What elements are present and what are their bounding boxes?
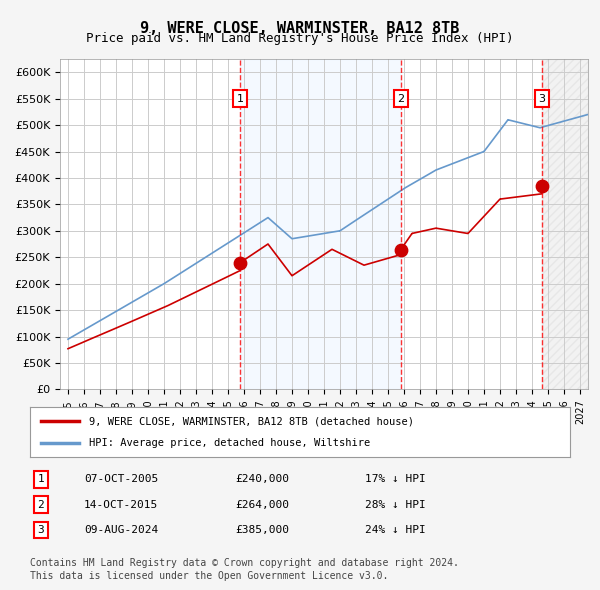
Text: £264,000: £264,000 — [235, 500, 289, 510]
Text: 9, WERE CLOSE, WARMINSTER, BA12 8TB: 9, WERE CLOSE, WARMINSTER, BA12 8TB — [140, 21, 460, 35]
Bar — [542, 59, 588, 389]
Point — [537, 181, 547, 191]
Text: 17% ↓ HPI: 17% ↓ HPI — [365, 474, 425, 484]
Text: 09-AUG-2024: 09-AUG-2024 — [84, 525, 158, 535]
Text: £385,000: £385,000 — [235, 525, 289, 535]
Text: HPI: Average price, detached house, Wiltshire: HPI: Average price, detached house, Wilt… — [89, 438, 371, 448]
Text: This data is licensed under the Open Government Licence v3.0.: This data is licensed under the Open Gov… — [30, 571, 388, 581]
Text: 3: 3 — [538, 94, 545, 104]
Text: 28% ↓ HPI: 28% ↓ HPI — [365, 500, 425, 510]
Text: Price paid vs. HM Land Registry's House Price Index (HPI): Price paid vs. HM Land Registry's House … — [86, 32, 514, 45]
Text: 1: 1 — [37, 474, 44, 484]
Text: 07-OCT-2005: 07-OCT-2005 — [84, 474, 158, 484]
Bar — [241, 59, 401, 389]
Text: 2: 2 — [37, 500, 44, 510]
Point — [396, 245, 406, 254]
Text: 1: 1 — [237, 94, 244, 104]
Point — [236, 258, 245, 267]
Text: 14-OCT-2015: 14-OCT-2015 — [84, 500, 158, 510]
Text: Contains HM Land Registry data © Crown copyright and database right 2024.: Contains HM Land Registry data © Crown c… — [30, 558, 459, 568]
Text: 24% ↓ HPI: 24% ↓ HPI — [365, 525, 425, 535]
Text: 9, WERE CLOSE, WARMINSTER, BA12 8TB (detached house): 9, WERE CLOSE, WARMINSTER, BA12 8TB (det… — [89, 416, 415, 426]
Text: £240,000: £240,000 — [235, 474, 289, 484]
Text: 2: 2 — [397, 94, 404, 104]
Text: 3: 3 — [37, 525, 44, 535]
